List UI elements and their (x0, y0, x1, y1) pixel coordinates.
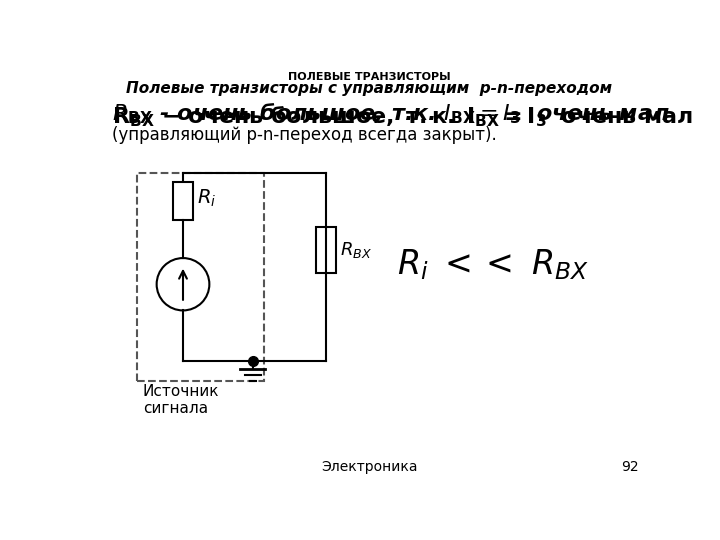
Circle shape (157, 258, 210, 310)
Bar (316, 226, 336, 273)
Text: $\bf{\it{R}}$$_{\bf{BX}}$ - очень большое, т.к. $\bf{\it{I}}$$_{\bf{BX}}$$=$$\bf: $\bf{\it{R}}$$_{\bf{BX}}$ - очень большо… (112, 102, 670, 126)
Text: $\mathbf{R_{BX}}$ $\mathbf{-}$ $\mathbf{очень\ большое,\ т.к.\ }$$\mathbf{I_{BX}: $\mathbf{R_{BX}}$ $\mathbf{-}$ $\mathbf{… (112, 105, 693, 130)
Text: ПОЛЕВЫЕ ТРАНЗИСТОРЫ: ПОЛЕВЫЕ ТРАНЗИСТОРЫ (288, 72, 450, 83)
Text: $R_i$: $R_i$ (197, 188, 216, 210)
Text: $R_i\ <<\ R_{BX}$: $R_i\ <<\ R_{BX}$ (397, 248, 589, 282)
Text: $R_{BX}$: $R_{BX}$ (341, 240, 372, 260)
Text: (управляющий p-n-переход всегда закрыт).: (управляющий p-n-переход всегда закрыт). (112, 126, 497, 144)
Text: 92: 92 (621, 461, 639, 475)
Text: Полевые транзисторы с управляющим  p-n-переходом: Полевые транзисторы с управляющим p-n-пе… (126, 81, 612, 96)
Text: Источник
сигнала: Источник сигнала (143, 383, 219, 416)
Bar (137, 173, 264, 381)
Text: Электроника: Электроника (320, 461, 418, 475)
Bar (173, 182, 193, 220)
